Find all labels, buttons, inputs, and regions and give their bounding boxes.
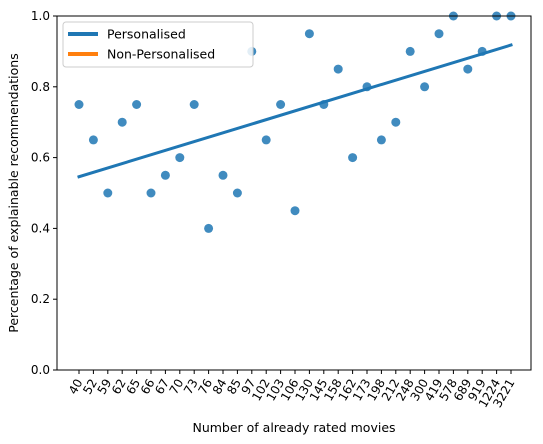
data-point	[175, 153, 185, 163]
data-point	[333, 64, 343, 74]
x-tick-label: 67	[152, 377, 172, 397]
y-tick-label: 0.8	[31, 80, 50, 94]
data-point	[463, 64, 473, 74]
data-point	[304, 29, 314, 39]
data-point	[204, 223, 214, 233]
y-tick-label: 1.0	[31, 9, 50, 23]
legend-box	[62, 21, 254, 68]
data-point	[189, 100, 199, 109]
data-point	[232, 188, 242, 198]
data-point	[391, 117, 401, 127]
x-axis-label: Number of already rated movies	[192, 420, 395, 435]
data-point	[132, 100, 142, 109]
data-point	[160, 170, 170, 180]
y-tick-label: 0.6	[31, 151, 50, 165]
data-point	[261, 135, 271, 145]
data-point	[420, 82, 430, 92]
x-tick-label: 97	[239, 377, 259, 397]
legend: Personalised Non-Personalised	[62, 21, 254, 68]
x-tick-label: 52	[80, 377, 100, 397]
x-tick-label: 84	[210, 377, 230, 397]
x-tick-label: 85	[224, 377, 244, 397]
y-axis-label: Percentage of explainable recommendation…	[6, 53, 21, 332]
x-tick-label: 73	[181, 377, 201, 397]
y-tick-label: 0.2	[31, 292, 50, 306]
x-tick-label: 65	[123, 377, 143, 397]
plot-frame	[56, 15, 532, 371]
data-point	[146, 188, 156, 198]
x-tick-label: 70	[167, 377, 187, 397]
x-tick-label: 76	[195, 377, 215, 397]
x-tick-label: 40	[66, 377, 86, 397]
data-point	[405, 46, 415, 56]
plot-area: 0.0 0.2 0.4 0.6 0.8 1.0 4052596265666770737684…	[31, 9, 518, 410]
data-point	[290, 206, 300, 216]
legend-entry: Non-Personalised	[107, 47, 215, 62]
legend-entry: Personalised	[107, 27, 186, 42]
data-point	[348, 153, 358, 163]
x-tick-label: 66	[138, 377, 158, 397]
trend-line	[77, 43, 513, 179]
data-point	[218, 170, 228, 180]
x-tick-label: 59	[95, 377, 115, 397]
data-point	[376, 135, 386, 145]
data-point	[276, 100, 286, 109]
data-point	[103, 188, 113, 198]
y-tick-label: 0.0	[31, 363, 50, 377]
x-tick-label: 62	[109, 377, 129, 397]
data-point	[74, 100, 84, 109]
data-point	[88, 135, 98, 145]
data-point	[117, 117, 127, 127]
data-point	[434, 29, 444, 39]
y-tick-label: 0.4	[31, 221, 50, 235]
